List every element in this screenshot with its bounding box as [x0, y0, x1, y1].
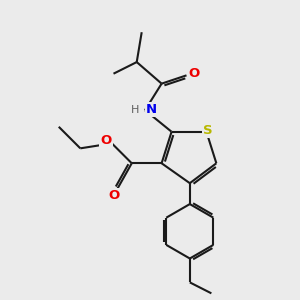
Text: S: S [203, 124, 213, 136]
Text: O: O [100, 134, 112, 147]
Text: O: O [188, 67, 200, 80]
Text: N: N [146, 103, 157, 116]
Text: O: O [108, 189, 119, 202]
Text: H: H [131, 104, 139, 115]
